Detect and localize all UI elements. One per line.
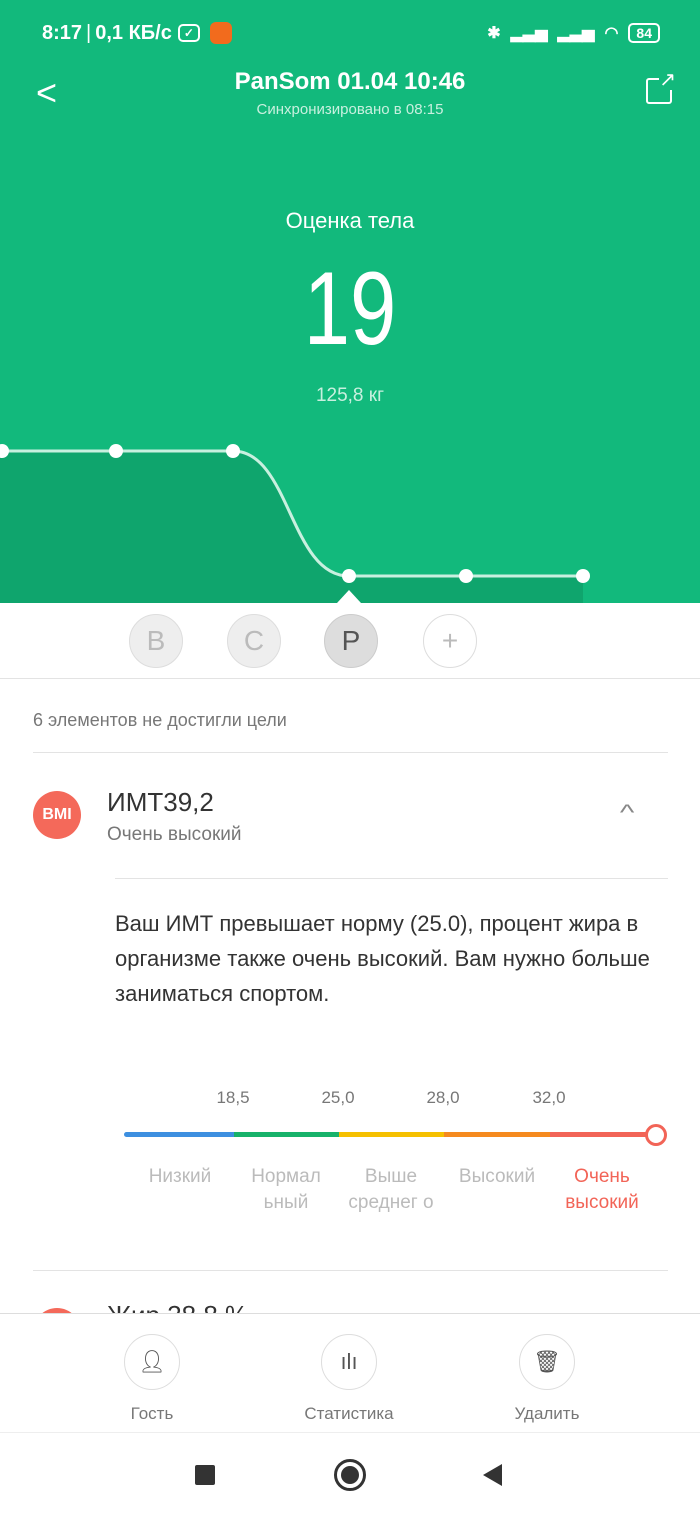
- threshold-label: 28,0: [426, 1088, 460, 1107]
- level-label: Низкий: [148, 1166, 212, 1187]
- score-value: 19: [303, 251, 397, 367]
- wifi-icon: ◠: [604, 25, 619, 42]
- level-label-active: Очень высокий: [565, 1166, 639, 1213]
- bmi-icon: BMI: [33, 791, 81, 839]
- battery-icon: 84: [628, 23, 660, 43]
- statistics-button[interactable]: ılı Статистика: [279, 1334, 419, 1424]
- range-above-average: [339, 1132, 444, 1137]
- signal-icon: ▂▃▅: [510, 25, 548, 42]
- chart-point: [226, 444, 240, 458]
- weight-value: 125,8 кг: [315, 385, 385, 406]
- trash-icon: 🗑︎: [519, 1334, 575, 1390]
- selected-pointer: [337, 590, 361, 603]
- delete-button[interactable]: 🗑︎ Удалить: [477, 1334, 617, 1424]
- score-label: Оценка тела: [285, 208, 415, 233]
- chart-point: [0, 444, 9, 458]
- threshold-label: 25,0: [321, 1088, 355, 1107]
- range-very-high: [550, 1132, 650, 1137]
- chart-point: [342, 569, 356, 583]
- chart-point: [576, 569, 590, 583]
- divider: [0, 678, 700, 679]
- divider: [115, 878, 668, 879]
- level-label: Выше среднег о: [348, 1166, 434, 1213]
- range-normal: [234, 1132, 339, 1137]
- user-b[interactable]: В: [129, 614, 183, 668]
- delete-label: Удалить: [514, 1404, 580, 1423]
- share-button[interactable]: [646, 70, 676, 104]
- threshold-label: 32,0: [532, 1088, 566, 1107]
- header-panel: 8:17 | 0,1 КБ/с ✓ ✱ ▂▃▅ ▂▃▅ ◠ 84 < PanSo…: [0, 0, 700, 603]
- recents-button[interactable]: [195, 1465, 215, 1485]
- threshold-label: 18,5: [216, 1088, 250, 1107]
- divider: [33, 1270, 668, 1271]
- page-title: PanSom 01.04 10:46: [234, 68, 466, 95]
- bmi-status: Очень высокий: [107, 824, 242, 845]
- chart-point: [459, 569, 473, 583]
- range-high: [444, 1132, 550, 1137]
- signal-icon: ▂▃▅: [557, 25, 595, 42]
- chart-line: [0, 449, 583, 578]
- chart-area: [0, 451, 583, 603]
- guest-button[interactable]: 👤︎ Гость: [82, 1334, 222, 1424]
- user-r[interactable]: Р: [324, 614, 378, 668]
- user-switcher: В С Р +: [0, 614, 700, 678]
- clock: 8:17: [42, 21, 83, 44]
- bluetooth-icon: ✱: [487, 25, 501, 42]
- fat-title[interactable]: Жир 38,8 %: [107, 1300, 248, 1313]
- sync-status: Синхронизировано в 08:15: [256, 101, 444, 118]
- net-speed: 0,1 КБ/с: [95, 21, 172, 44]
- mi-fit-icon: [209, 22, 232, 44]
- check-icon: ✓: [177, 24, 200, 42]
- back-nav-button[interactable]: [483, 1464, 502, 1486]
- add-user-button[interactable]: +: [423, 614, 477, 668]
- bottom-toolbar: 👤︎ Гость ılı Статистика 🗑︎ Удалить: [0, 1313, 700, 1433]
- goal-summary: 6 элементов не достигли цели: [33, 710, 287, 730]
- score-trend-chart: [0, 444, 590, 603]
- chart-point: [109, 444, 123, 458]
- divider: [33, 752, 668, 753]
- range-low: [124, 1132, 234, 1137]
- level-label: Нормал ьный: [251, 1166, 321, 1213]
- home-button[interactable]: [334, 1459, 366, 1491]
- bmi-marker: [645, 1124, 667, 1146]
- status-bar: 8:17 | 0,1 КБ/с ✓ ✱ ▂▃▅ ▂▃▅ ◠ 84: [42, 18, 660, 48]
- back-button[interactable]: <: [36, 72, 58, 113]
- level-label: Высокий: [458, 1166, 536, 1187]
- bmi-description: Ваш ИМТ превышает норму (25.0), процент …: [115, 911, 650, 1006]
- person-icon: 👤︎: [124, 1334, 180, 1390]
- user-s[interactable]: С: [227, 614, 281, 668]
- statistics-label: Статистика: [304, 1404, 394, 1423]
- guest-label: Гость: [130, 1404, 174, 1423]
- bar-chart-icon: ılı: [321, 1334, 377, 1390]
- bmi-title[interactable]: ИМТ39,2: [107, 787, 214, 817]
- chevron-up-icon[interactable]: ^: [619, 800, 635, 825]
- system-nav-bar: [0, 1433, 700, 1517]
